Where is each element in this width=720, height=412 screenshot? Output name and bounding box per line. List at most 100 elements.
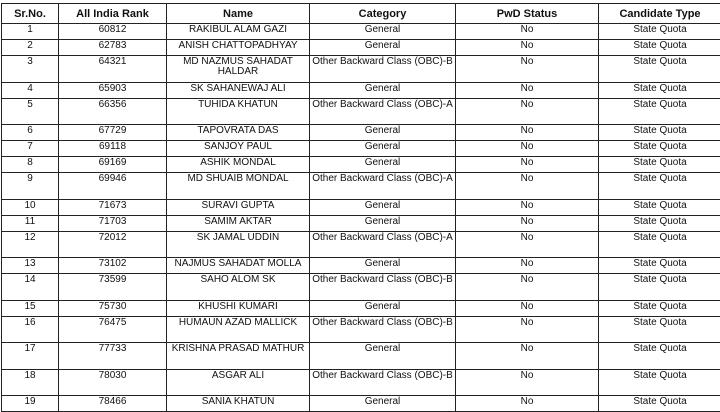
cell-name: TAPOVRATA DAS (167, 125, 310, 141)
cell-pwd-status: No (456, 274, 599, 301)
cell-pwd-status: No (456, 173, 599, 200)
cell-category: General (310, 141, 456, 157)
cell-candidate-type: State Quota (599, 125, 720, 141)
cell-category: General (310, 343, 456, 370)
cell-sr-no: 8 (2, 157, 59, 173)
cell-all-india-rank: 76475 (59, 316, 167, 343)
cell-all-india-rank: 71703 (59, 215, 167, 231)
cell-name: SAHO ALOM SK (167, 274, 310, 301)
cell-pwd-status: No (456, 56, 599, 83)
cell-sr-no: 1 (2, 24, 59, 40)
cell-sr-no: 15 (2, 300, 59, 316)
cell-all-india-rank: 65903 (59, 82, 167, 98)
cell-name: NAJMUS SAHADAT MOLLA (167, 258, 310, 274)
cell-name: HUMAUN AZAD MALLICK (167, 316, 310, 343)
cell-all-india-rank: 69169 (59, 157, 167, 173)
cell-category: Other Backward Class (OBC)-B (310, 316, 456, 343)
cell-sr-no: 19 (2, 396, 59, 412)
cell-name: KRISHNA PRASAD MATHUR (167, 343, 310, 370)
cell-sr-no: 4 (2, 82, 59, 98)
cell-sr-no: 14 (2, 274, 59, 301)
cell-name: KHUSHI KUMARI (167, 300, 310, 316)
cell-name: ASGAR ALI (167, 369, 310, 396)
cell-pwd-status: No (456, 98, 599, 125)
cell-pwd-status: No (456, 396, 599, 412)
cell-pwd-status: No (456, 369, 599, 396)
cell-sr-no: 3 (2, 56, 59, 83)
cell-pwd-status: No (456, 231, 599, 258)
cell-sr-no: 9 (2, 173, 59, 200)
cell-name: MD SHUAIB MONDAL (167, 173, 310, 200)
header-category: Category (310, 4, 456, 24)
header-sr-no: Sr.No. (2, 4, 59, 24)
cell-category: General (310, 258, 456, 274)
cell-sr-no: 17 (2, 343, 59, 370)
cell-all-india-rank: 73102 (59, 258, 167, 274)
cell-name: MD NAZMUS SAHADAT HALDAR (167, 56, 310, 83)
cell-candidate-type: State Quota (599, 274, 720, 301)
header-all-india-rank: All India Rank (59, 4, 167, 24)
cell-sr-no: 12 (2, 231, 59, 258)
cell-candidate-type: State Quota (599, 82, 720, 98)
cell-sr-no: 5 (2, 98, 59, 125)
cell-candidate-type: State Quota (599, 300, 720, 316)
cell-candidate-type: State Quota (599, 141, 720, 157)
cell-candidate-type: State Quota (599, 231, 720, 258)
cell-candidate-type: State Quota (599, 369, 720, 396)
cell-sr-no: 6 (2, 125, 59, 141)
cell-candidate-type: State Quota (599, 98, 720, 125)
cell-category: Other Backward Class (OBC)-B (310, 56, 456, 83)
cell-category: Other Backward Class (OBC)-B (310, 369, 456, 396)
cell-category: Other Backward Class (OBC)-B (310, 274, 456, 301)
cell-candidate-type: State Quota (599, 258, 720, 274)
cell-candidate-type: State Quota (599, 343, 720, 370)
cell-category: General (310, 24, 456, 40)
cell-pwd-status: No (456, 316, 599, 343)
cell-name: ASHIK MONDAL (167, 157, 310, 173)
cell-all-india-rank: 67729 (59, 125, 167, 141)
cell-all-india-rank: 62783 (59, 40, 167, 56)
cell-category: General (310, 40, 456, 56)
cell-all-india-rank: 60812 (59, 24, 167, 40)
cell-name: ANISH CHATTOPADHYAY (167, 40, 310, 56)
cell-sr-no: 7 (2, 141, 59, 157)
cell-pwd-status: No (456, 215, 599, 231)
cell-pwd-status: No (456, 40, 599, 56)
cell-category: General (310, 125, 456, 141)
cell-sr-no: 2 (2, 40, 59, 56)
cell-all-india-rank: 75730 (59, 300, 167, 316)
cell-candidate-type: State Quota (599, 215, 720, 231)
cell-pwd-status: No (456, 82, 599, 98)
cell-category: General (310, 396, 456, 412)
cell-name: SAMIM AKTAR (167, 215, 310, 231)
cell-sr-no: 18 (2, 369, 59, 396)
cell-category: Other Backward Class (OBC)-A (310, 231, 456, 258)
cell-candidate-type: State Quota (599, 316, 720, 343)
cell-pwd-status: No (456, 24, 599, 40)
cell-name: SURAVI GUPTA (167, 199, 310, 215)
cell-candidate-type: State Quota (599, 157, 720, 173)
cell-candidate-type: State Quota (599, 24, 720, 40)
cell-all-india-rank: 64321 (59, 56, 167, 83)
cell-category: Other Backward Class (OBC)-A (310, 98, 456, 125)
cell-name: RAKIBUL ALAM GAZI (167, 24, 310, 40)
cell-sr-no: 10 (2, 199, 59, 215)
cell-category: General (310, 199, 456, 215)
cell-category: General (310, 300, 456, 316)
cell-pwd-status: No (456, 258, 599, 274)
cell-pwd-status: No (456, 157, 599, 173)
cell-all-india-rank: 72012 (59, 231, 167, 258)
cell-candidate-type: State Quota (599, 396, 720, 412)
cell-pwd-status: No (456, 141, 599, 157)
